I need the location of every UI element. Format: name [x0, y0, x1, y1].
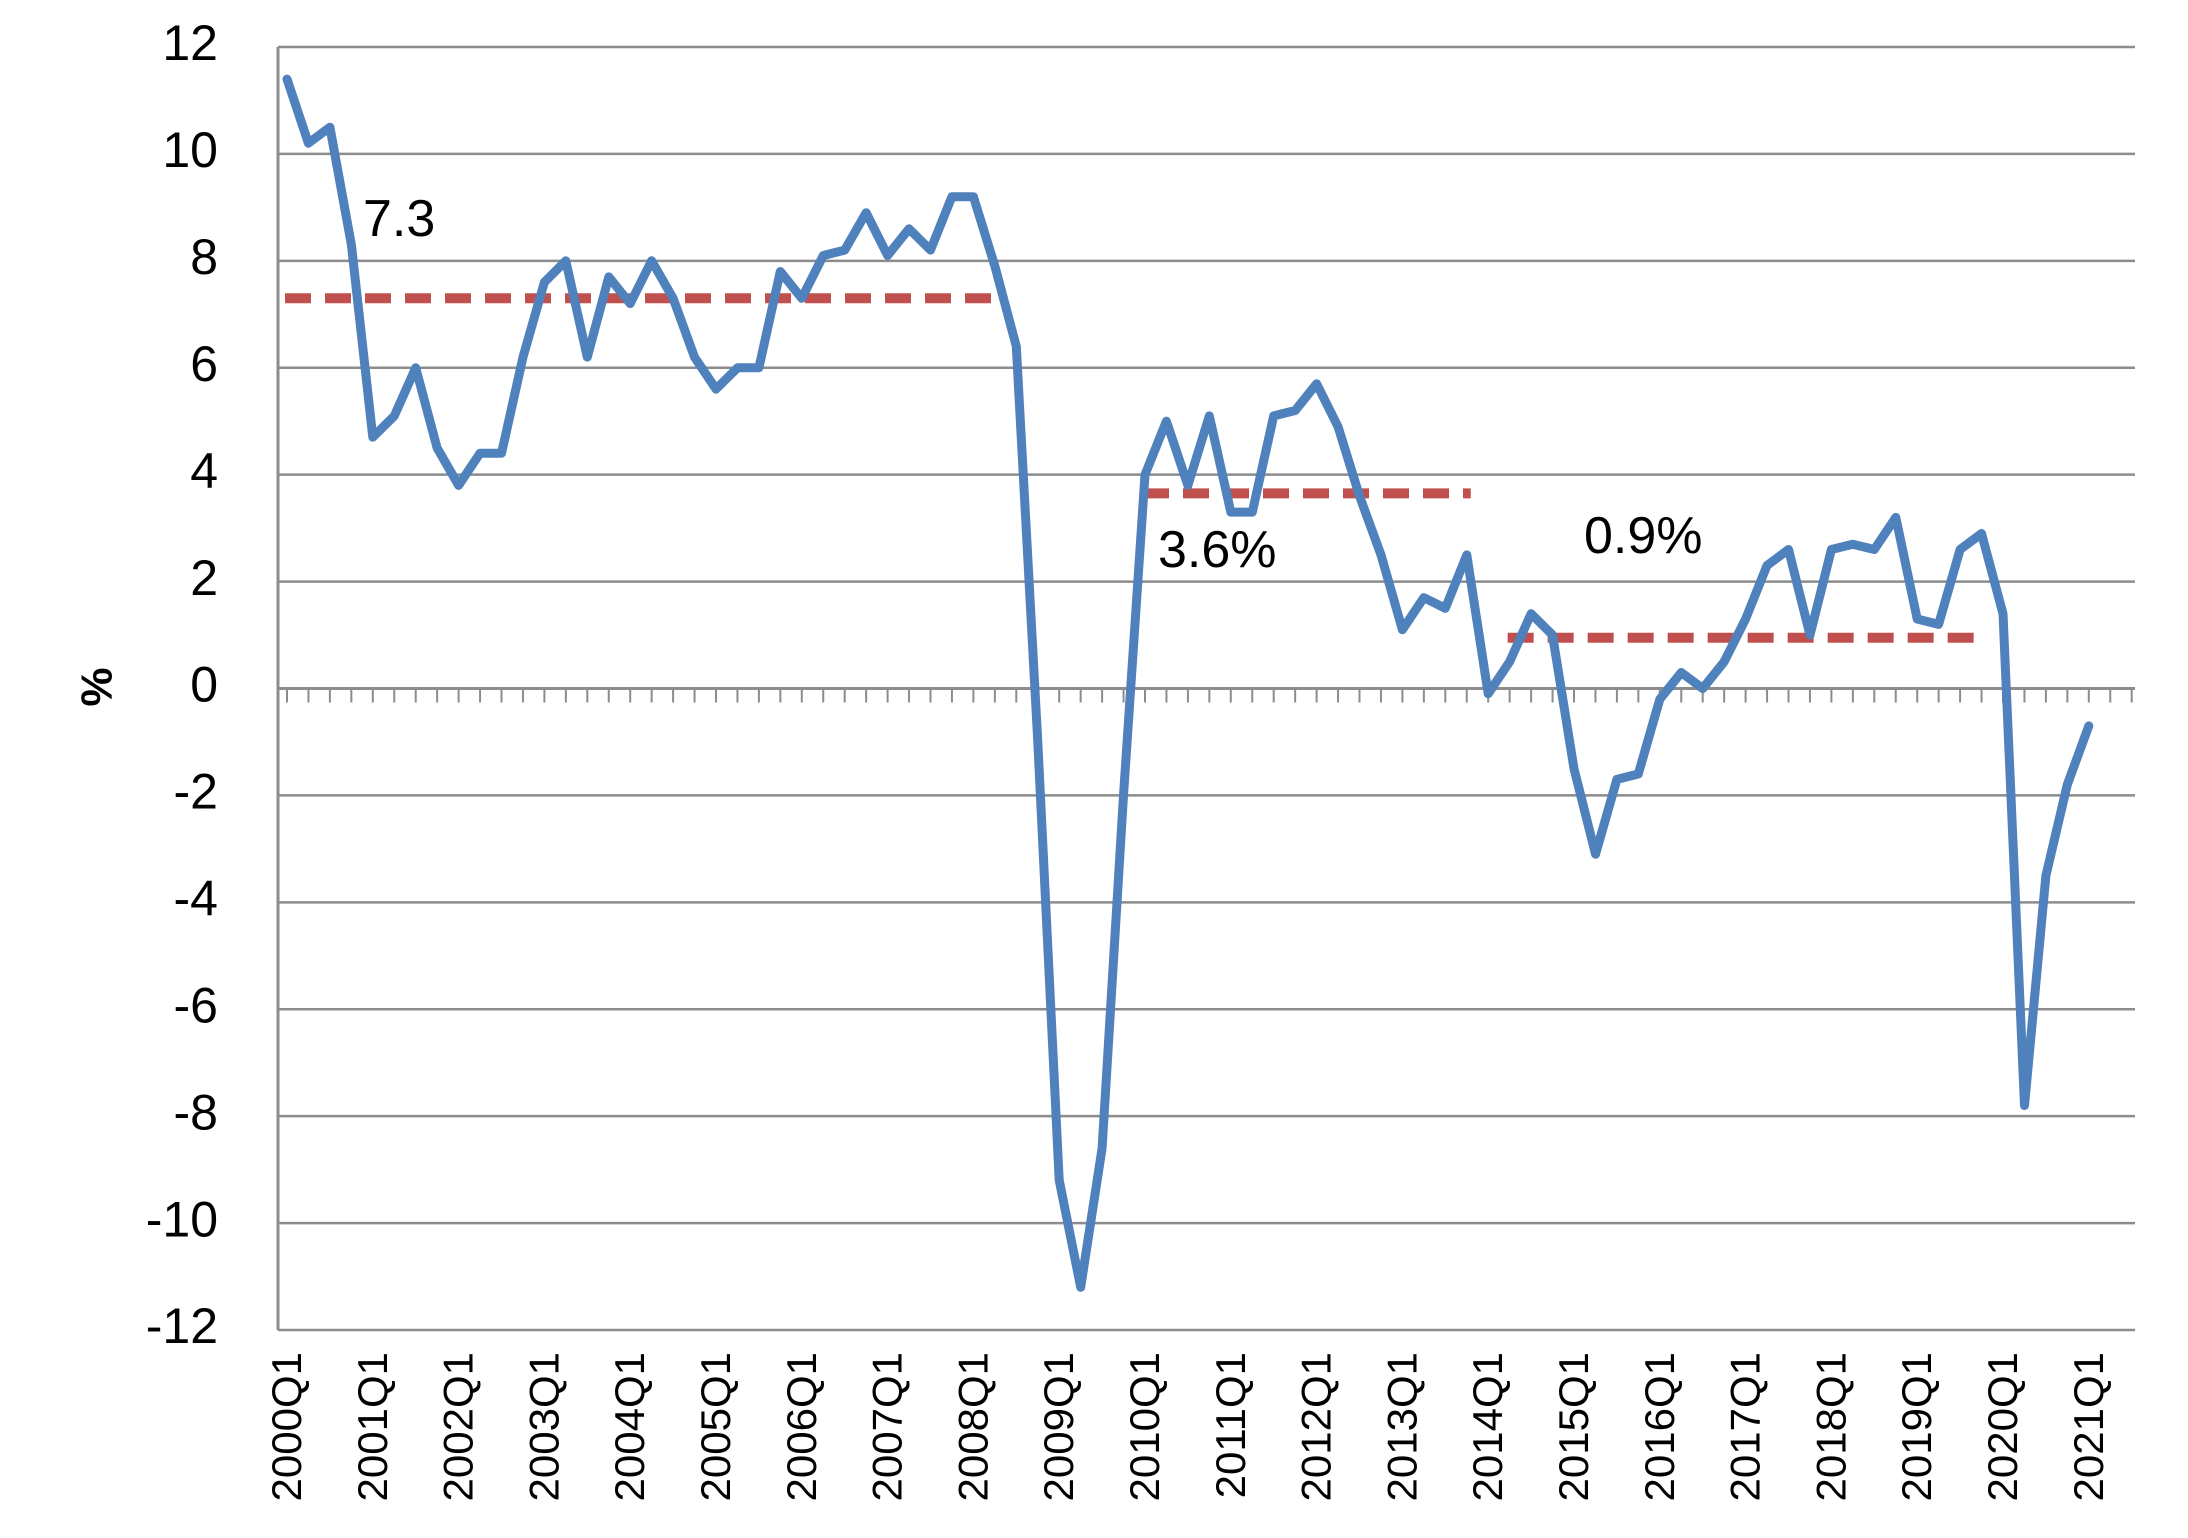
y-tick-label: 6 — [190, 336, 218, 392]
x-tick-label: 2017Q1 — [1722, 1352, 1769, 1501]
y-tick-label: -8 — [174, 1084, 218, 1140]
axes — [276, 47, 2135, 1330]
x-tick-label: 2001Q1 — [349, 1352, 396, 1501]
y-tick-label: 8 — [190, 229, 218, 285]
x-tick-label: 2006Q1 — [778, 1352, 825, 1501]
x-tick-label: 2015Q1 — [1550, 1352, 1597, 1501]
y-tick-label: -12 — [146, 1298, 218, 1354]
x-tick-label: 2008Q1 — [949, 1352, 996, 1501]
x-tick-label: 2005Q1 — [692, 1352, 739, 1501]
x-tick-label: 2003Q1 — [520, 1352, 567, 1501]
average-annotation: 0.9% — [1584, 507, 1703, 565]
x-tick-label: 2000Q1 — [263, 1352, 310, 1501]
gridlines — [278, 45, 2135, 1332]
x-tick-label: 2020Q1 — [1979, 1352, 2026, 1501]
x-tick-label: 2018Q1 — [1807, 1352, 1854, 1501]
y-tick-label: -4 — [174, 871, 218, 927]
average-annotations: 7.3 3.6% 0.9% — [363, 190, 1703, 579]
y-tick-label: -6 — [174, 977, 218, 1033]
x-tick-label: 2011Q1 — [1207, 1352, 1254, 1498]
x-tick-label: 2013Q1 — [1378, 1352, 1425, 1501]
series-line — [282, 74, 2094, 1292]
y-tick-label: -10 — [146, 1191, 218, 1247]
x-tick-labels: 2000Q1 2001Q1 2002Q1 2003Q1 2004Q1 2005Q1 2006… — [263, 1352, 2112, 1501]
x-tick-label: 2004Q1 — [606, 1352, 653, 1501]
x-tick-label: 2009Q1 — [1035, 1352, 1082, 1501]
y-tick-label: 12 — [162, 15, 218, 71]
x-tick-label: 2021Q1 — [2065, 1352, 2112, 1501]
x-tick-label: 2010Q1 — [1121, 1352, 1168, 1501]
average-annotation: 3.6% — [1158, 521, 1277, 579]
x-tick-label: 2016Q1 — [1636, 1352, 1683, 1501]
y-tick-label: 4 — [190, 443, 218, 499]
y-tick-label: 0 — [190, 657, 218, 713]
x-tick-label: 2012Q1 — [1293, 1352, 1340, 1501]
y-tick-label: 2 — [190, 550, 218, 606]
y-tick-labels: -12 -10 -8 -6 -4 -2 0 2 4 6 8 10 12 — [146, 15, 218, 1354]
y-axis-label: % — [73, 667, 122, 706]
x-tick-label: 2007Q1 — [864, 1352, 911, 1501]
y-tick-label: -2 — [174, 764, 218, 820]
x-tick-label: 2019Q1 — [1893, 1352, 1940, 1501]
x-tick-label: 2002Q1 — [435, 1352, 482, 1501]
average-annotation: 7.3 — [363, 190, 435, 248]
average-lines — [285, 293, 1986, 643]
series-layer — [282, 74, 2094, 1292]
y-tick-label: 10 — [162, 122, 218, 178]
x-tick-label: 2014Q1 — [1464, 1352, 1511, 1501]
